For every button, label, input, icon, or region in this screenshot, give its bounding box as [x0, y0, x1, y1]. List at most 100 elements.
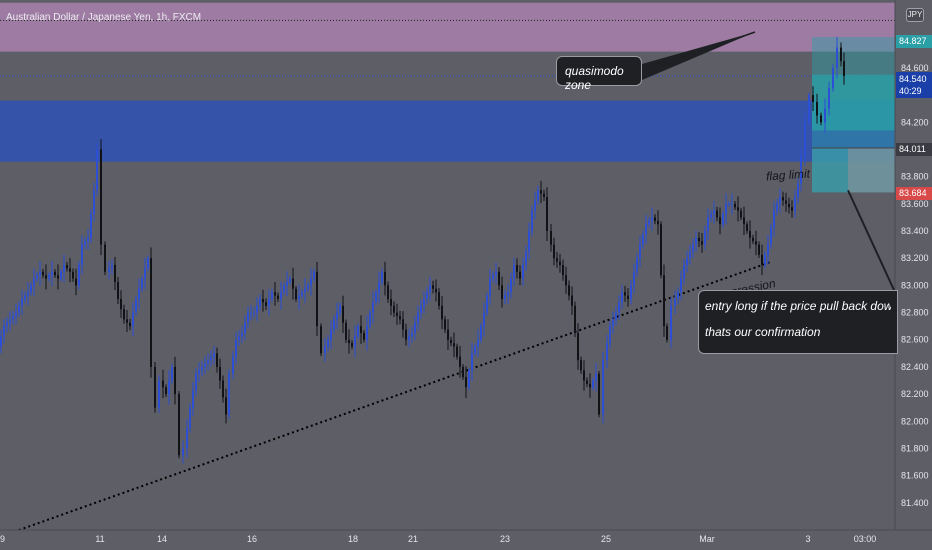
candle-body: [192, 390, 194, 408]
time-axis: [0, 530, 932, 550]
entry-text-line1: entry long if the price pull back down t…: [705, 299, 891, 313]
y-tick-label: 82.000: [901, 416, 929, 426]
symbol-title: Australian Dollar / Japanese Yen, 1h, FX…: [6, 12, 202, 23]
x-tick-label: Mar: [699, 534, 715, 544]
candle-body: [456, 346, 458, 357]
candle-body: [471, 353, 473, 371]
candle-body: [408, 336, 410, 340]
candle-body: [577, 332, 579, 361]
candle-body: [692, 244, 694, 252]
candle-body: [6, 322, 8, 327]
candle-body: [630, 285, 632, 299]
y-tick-label: 82.400: [901, 362, 929, 372]
candle-body: [824, 108, 826, 123]
compression-trendline: [0, 261, 771, 538]
candle-body: [414, 322, 416, 333]
candle-body: [670, 305, 672, 340]
candle-body: [648, 220, 650, 225]
candle-body: [474, 346, 476, 354]
candle-body: [57, 275, 59, 279]
candle-body: [84, 241, 86, 245]
y-tick-label: 81.400: [901, 498, 929, 508]
candle-body: [794, 197, 796, 211]
candle-body: [534, 200, 536, 211]
candle-body: [565, 275, 567, 286]
candle-body: [791, 207, 793, 211]
candle-body: [663, 275, 665, 327]
candle-body: [586, 380, 588, 384]
candle-body: [636, 258, 638, 272]
candle-body: [598, 373, 600, 415]
candle-body: [728, 203, 730, 205]
candle-body: [686, 258, 688, 265]
candle-body: [78, 265, 80, 286]
currency-badge[interactable]: JPY: [906, 8, 924, 22]
entry-pointer: [847, 189, 896, 293]
candle-body: [21, 298, 23, 306]
candle-body: [262, 298, 264, 303]
candle-body: [683, 265, 685, 279]
countdown-label: 40:29: [899, 86, 922, 96]
candle-body: [138, 288, 140, 299]
candle-body: [268, 298, 270, 306]
candle-body: [354, 336, 356, 347]
candle-body: [743, 217, 745, 225]
candle-body: [393, 305, 395, 313]
candle-body: [357, 326, 359, 337]
candle-body: [680, 278, 682, 293]
candle-body: [553, 244, 555, 259]
candle-body: [800, 156, 802, 184]
candle-body: [336, 312, 338, 320]
quasimodo-callout[interactable]: quasimodo zone: [556, 56, 642, 92]
candle-body: [342, 305, 344, 323]
candle-body: [495, 271, 497, 276]
candle-body: [651, 217, 653, 221]
quasimodo-text: quasimodo zone: [565, 64, 624, 92]
candle-body: [201, 366, 203, 371]
candle-body: [639, 244, 641, 259]
candle-body: [310, 278, 312, 286]
candle-body: [222, 380, 224, 398]
candle-body: [429, 285, 431, 293]
candle-body: [69, 268, 71, 272]
candle-body: [198, 370, 200, 374]
candle-body: [366, 326, 368, 340]
candle-body: [265, 302, 267, 306]
candle-body: [81, 244, 83, 265]
candle-body: [298, 295, 300, 299]
candle-body: [695, 237, 697, 245]
candle-body: [405, 329, 407, 340]
candle-body: [740, 210, 742, 218]
candle-body: [722, 214, 724, 225]
candle-body: [256, 305, 258, 313]
candle-body: [556, 258, 558, 262]
candle-body: [444, 319, 446, 330]
candle-body: [307, 285, 309, 289]
quasimodo-pointer-head: [642, 32, 755, 80]
x-tick-label: 23: [500, 534, 510, 544]
candle-body: [154, 366, 156, 408]
y-tick-label: 82.800: [901, 308, 929, 318]
candle-body: [63, 265, 65, 272]
entry-callout[interactable]: entry long if the price pull back down t…: [698, 290, 898, 354]
candle-body: [779, 197, 781, 204]
candle-body: [707, 217, 709, 232]
candle-body: [351, 343, 353, 347]
candle-body: [592, 380, 594, 388]
y-tick-label: 83.800: [901, 172, 929, 182]
candle-body: [18, 305, 20, 313]
candle-body: [360, 326, 362, 333]
candle-body: [713, 210, 715, 215]
candle-body: [752, 237, 754, 242]
candle-body: [210, 356, 212, 361]
price-tag-top: 84.827: [896, 35, 932, 48]
candle-body: [228, 373, 230, 415]
candle-body: [100, 149, 102, 245]
candle-body: [808, 95, 810, 123]
candle-body: [531, 210, 533, 232]
candle-body: [0, 336, 2, 347]
candle-body: [498, 271, 500, 286]
